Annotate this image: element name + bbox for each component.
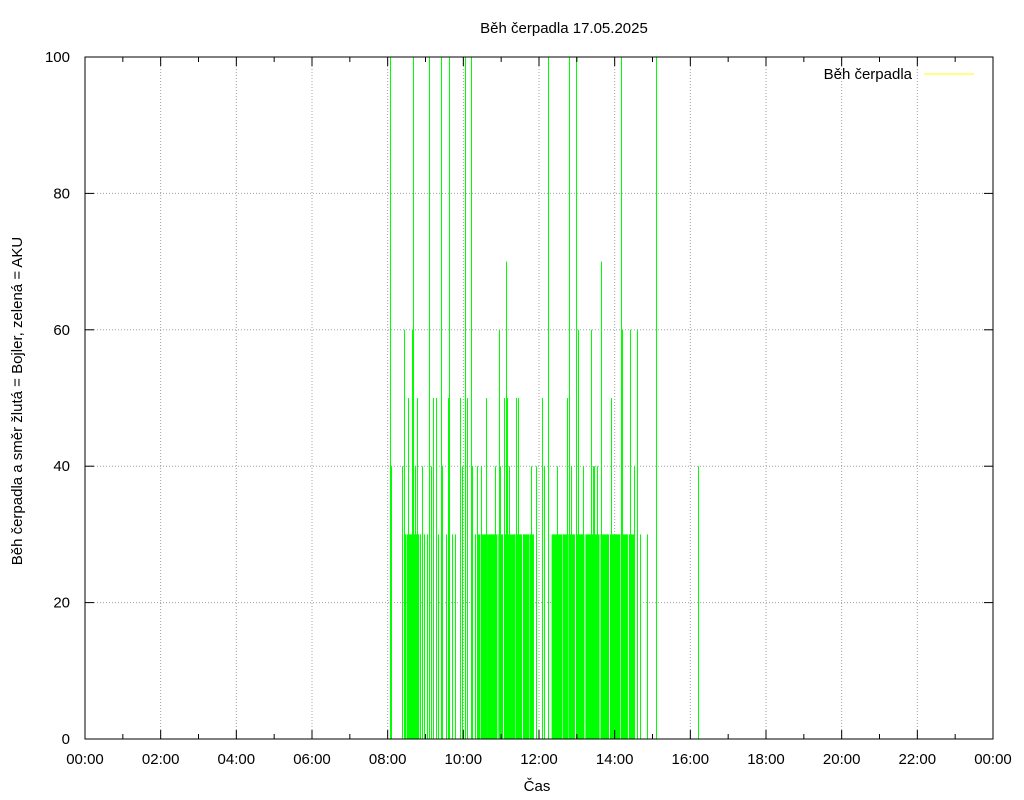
x-tick-label: 16:00 — [672, 751, 710, 768]
aku-band-gap — [521, 534, 523, 739]
aku-band-gap — [599, 534, 601, 739]
x-tick-label: 08:00 — [369, 751, 407, 768]
chart-title: Běh čerpadla 17.05.2025 — [480, 20, 648, 37]
y-tick-label: 80 — [53, 185, 70, 202]
y-axis-tick-labels: 0 20 40 60 80 100 — [45, 49, 70, 748]
y-tick-label: 20 — [53, 595, 70, 612]
y-axis-label: Běh čerpadla a směr žlutá = Bojler, zele… — [9, 237, 26, 566]
y-tick-label: 60 — [53, 322, 70, 339]
aku-band-gap — [608, 534, 610, 739]
x-tick-label: 18:00 — [747, 751, 785, 768]
y-tick-label: 100 — [45, 49, 70, 66]
x-tick-label: 14:00 — [596, 751, 634, 768]
data-series-aku — [390, 57, 699, 739]
x-axis-label: Čas — [524, 778, 551, 795]
x-tick-label: 00:00 — [974, 751, 1012, 768]
x-tick-label: 02:00 — [142, 751, 180, 768]
x-tick-label: 10:00 — [445, 751, 483, 768]
aku-band-gap — [584, 534, 586, 739]
aku-band-gap — [574, 534, 576, 739]
legend-label: Běh čerpadla — [824, 66, 913, 83]
axis-ticks — [84, 56, 994, 740]
aku-band-gap — [497, 534, 499, 739]
aku-band-gap — [620, 534, 622, 739]
x-tick-label: 06:00 — [293, 751, 331, 768]
aku-band-gap — [627, 534, 629, 739]
aku-band — [477, 534, 534, 739]
aku-band-gap — [503, 534, 505, 739]
y-tick-label: 40 — [53, 458, 70, 475]
x-tick-label: 20:00 — [823, 751, 861, 768]
aku-band-gap — [562, 534, 564, 739]
x-tick-label: 22:00 — [899, 751, 937, 768]
x-tick-label: 00:00 — [66, 751, 104, 768]
x-tick-label: 04:00 — [218, 751, 256, 768]
grid — [85, 57, 993, 739]
legend: Běh čerpadla — [824, 66, 974, 83]
y-tick-label: 0 — [62, 731, 70, 748]
x-tick-label: 12:00 — [520, 751, 558, 768]
aku-band-gap — [480, 534, 482, 739]
x-axis-tick-labels: 00:00 02:00 04:00 06:00 08:00 10:00 12:00 14:00… — [66, 751, 1012, 768]
